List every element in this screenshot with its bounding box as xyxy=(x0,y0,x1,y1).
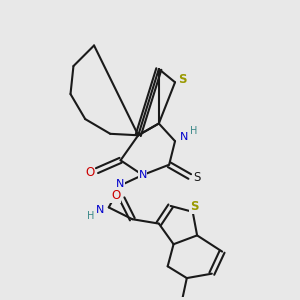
Text: H: H xyxy=(190,126,198,136)
Text: S: S xyxy=(193,172,200,184)
Text: N: N xyxy=(139,170,147,180)
Text: N: N xyxy=(116,179,124,189)
Text: O: O xyxy=(85,166,94,178)
Text: S: S xyxy=(190,200,198,213)
Text: S: S xyxy=(178,73,187,86)
Text: H: H xyxy=(87,211,94,221)
Text: N: N xyxy=(180,132,189,142)
Text: O: O xyxy=(111,189,120,202)
Text: N: N xyxy=(96,206,104,215)
